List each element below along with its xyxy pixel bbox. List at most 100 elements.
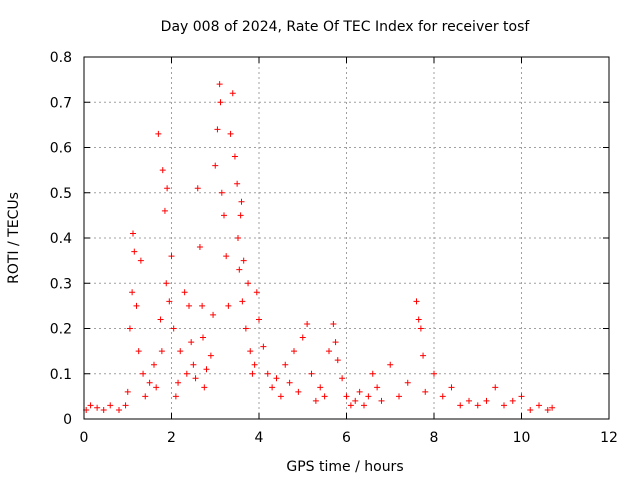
roti-point [422,388,429,395]
roti-point [237,212,244,219]
roti-point [207,352,214,359]
roti-point [200,334,206,341]
roti-point [321,393,328,400]
roti-point [238,198,245,205]
roti-point [183,370,190,377]
roti-point [273,375,280,382]
grid-lines [84,57,609,419]
roti-point [194,185,201,192]
roti-point [317,384,324,391]
roti-point [417,325,424,332]
roti-point [124,388,131,395]
x-axis-label: GPS time / hours [286,459,403,475]
roti-point [201,384,208,391]
roti-point [448,384,455,391]
chart-title: Day 008 of 2024, Rate Of TEC Index for r… [161,19,531,35]
roti-point [153,384,160,391]
roti-point [122,402,129,409]
roti-point [212,162,219,169]
roti-point [140,370,147,377]
roti-point [135,348,142,355]
y-tick-label: 0.8 [50,50,72,66]
roti-point [299,334,306,341]
roti-point [163,280,170,287]
roti-point [251,361,258,368]
x-tick-label: 6 [342,430,351,446]
roti-point [474,402,481,409]
roti-point [343,393,350,400]
roti-point [181,289,188,296]
roti-point [175,379,182,386]
roti-point [186,302,192,309]
roti-point [277,393,284,400]
x-tick-label: 10 [513,430,531,446]
roti-point [157,316,164,323]
roti-point [374,384,381,391]
roti-point [378,397,385,404]
roti-point [130,230,136,237]
roti-point [356,388,363,395]
roti-point [239,298,246,305]
roti-point [431,370,437,377]
roti-point [236,266,243,273]
roti-point [420,352,427,359]
roti-point [199,302,206,309]
roti-point [326,348,332,355]
roti-point [235,235,241,241]
y-tick-label: 0.6 [50,141,72,157]
roti-point [413,298,420,305]
roti-point [164,185,171,192]
roti-point [518,393,525,400]
roti-point [369,370,376,377]
roti-point [188,339,195,346]
roti-point [334,357,341,364]
roti-point [361,402,367,409]
y-tick-label: 0.3 [50,276,72,292]
roti-point [404,379,411,386]
y-tick-label: 0.2 [50,322,72,338]
roti-point [137,257,144,264]
x-tick-label: 8 [430,430,439,446]
roti-point [264,370,271,377]
roti-point [396,393,402,400]
roti-point [218,189,225,196]
roti-point [133,302,140,309]
roti-point [457,402,464,409]
roti-point [247,348,254,355]
roti-point [126,325,133,332]
roti-point [170,325,177,332]
roti-point [231,153,238,160]
roti-point [217,99,224,106]
roti-point [158,348,165,355]
roti-point [192,375,199,382]
roti-point [282,361,289,368]
roti-point [229,90,236,97]
roti-point [94,404,101,411]
roti-point [286,379,293,386]
y-tick-label: 0.4 [50,231,72,247]
roti-point [295,388,302,395]
x-tick-label: 0 [80,430,89,446]
roti-point [509,397,516,404]
roti-point [330,320,337,327]
roti-point [339,375,346,382]
roti-point [159,167,166,174]
roti-point [161,207,168,214]
roti-point [166,298,173,305]
roti-point [107,402,114,409]
roti-point [142,393,149,400]
roti-point [146,379,153,386]
roti-point [225,302,232,309]
data-points [83,81,556,413]
roti-point [221,212,227,219]
roti-point [253,289,260,296]
roti-point [196,244,203,251]
roti-point [269,384,276,391]
roti-point [155,130,162,137]
y-tick-label: 0.7 [50,95,72,111]
roti-point [240,257,247,264]
roti-point [256,316,262,323]
roti-point [177,348,184,355]
roti-point [100,406,107,413]
x-tick-label: 12 [600,430,618,446]
